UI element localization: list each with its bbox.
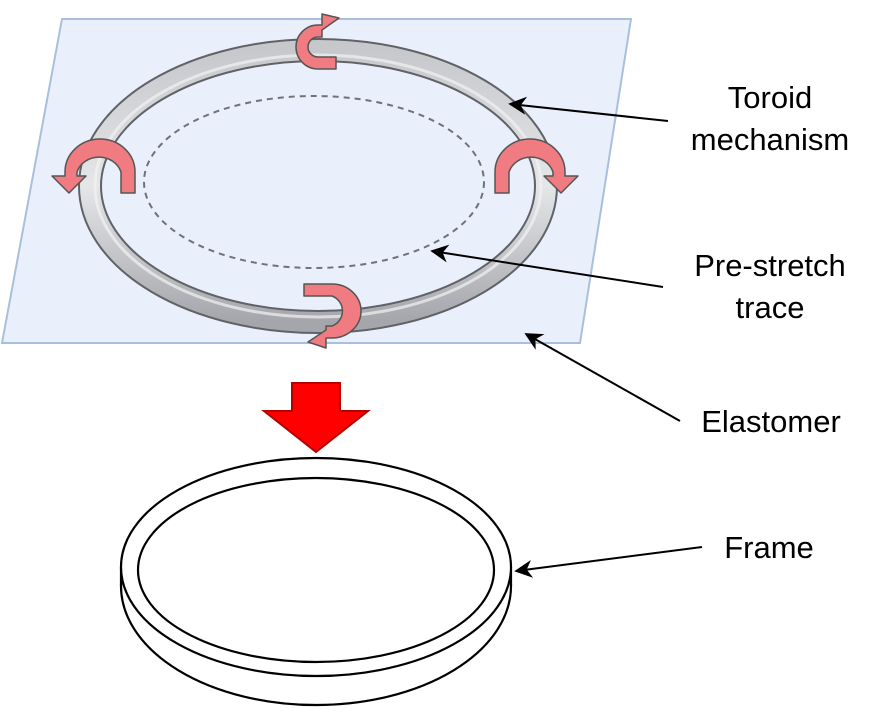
- prestretch-label-line1: Pre-stretch: [694, 248, 846, 283]
- elastomer-leader-line: [524, 333, 681, 422]
- down-arrow-icon: [261, 382, 371, 454]
- toroid-ring: [80, 40, 556, 332]
- toroid-leader-line: [508, 96, 669, 122]
- frame: [119, 456, 513, 707]
- toroid-label-line1: Toroid: [728, 80, 812, 115]
- pre-stretch-trace: [143, 95, 485, 269]
- curved-arrow-left-icon: [51, 138, 136, 194]
- toroid-ring-highlight: [93, 53, 543, 319]
- toroid-label-line2: mechanism: [691, 122, 850, 157]
- frame-leader-line: [514, 546, 703, 578]
- prestretch-label-line2: trace: [736, 290, 805, 325]
- elastomer-label: Elastomer: [701, 404, 841, 439]
- prestretch-leader-line: [430, 244, 664, 288]
- curved-arrow-top-icon: [295, 13, 340, 70]
- curved-arrow-bottom-icon: [303, 283, 362, 349]
- frame-label: Frame: [724, 530, 814, 565]
- curved-arrow-right-icon: [494, 138, 579, 194]
